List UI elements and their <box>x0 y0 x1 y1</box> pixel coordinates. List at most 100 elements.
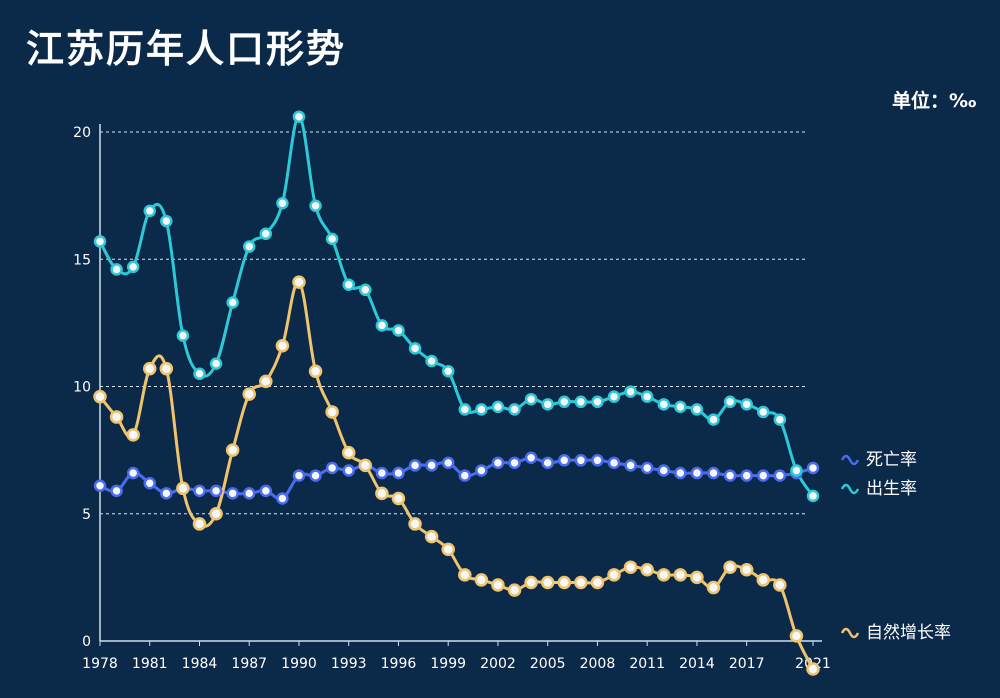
data-point <box>359 283 372 297</box>
data-point <box>209 507 223 521</box>
data-point <box>640 461 654 475</box>
data-point <box>242 487 256 500</box>
data-point <box>673 568 688 582</box>
data-point <box>475 403 488 416</box>
axes: 0 5 10 15 20 1978 1981 1984 1987 1990 1993 1996 1999… <box>73 124 831 672</box>
data-point <box>242 240 256 253</box>
data-point <box>723 395 737 409</box>
data-point <box>259 227 273 241</box>
data-point <box>508 403 521 416</box>
data-point <box>143 476 156 490</box>
data-point <box>142 361 157 376</box>
data-point <box>160 214 173 228</box>
y-tick-label: 10 <box>73 380 91 396</box>
data-point <box>109 410 124 424</box>
grid-lines <box>100 131 808 515</box>
data-point <box>143 204 156 218</box>
data-point <box>209 484 223 498</box>
data-point <box>806 489 820 503</box>
data-point <box>507 583 522 597</box>
data-point <box>607 456 621 470</box>
data-point <box>309 469 322 482</box>
series-line-2 <box>98 280 815 670</box>
data-point <box>325 232 339 246</box>
data-point <box>773 578 787 592</box>
data-point <box>757 469 770 482</box>
data-point <box>723 469 737 482</box>
data-point <box>740 469 753 482</box>
data-point <box>806 662 820 676</box>
data-point <box>226 296 239 309</box>
data-point <box>624 459 637 472</box>
data-point <box>591 395 604 409</box>
series-points <box>93 110 820 676</box>
data-point <box>93 389 107 404</box>
data-point <box>225 443 240 457</box>
data-point <box>308 364 323 378</box>
data-point <box>259 484 273 498</box>
data-point <box>325 461 339 475</box>
data-point <box>110 263 123 276</box>
data-point <box>541 398 554 411</box>
data-point <box>242 387 256 401</box>
data-point <box>126 466 140 480</box>
x-tick-label: 1984 <box>182 656 218 672</box>
data-point <box>276 492 289 505</box>
data-point <box>441 542 455 557</box>
data-point <box>458 403 472 416</box>
data-point <box>624 385 637 398</box>
x-tick-label: 1987 <box>231 656 267 672</box>
data-point <box>707 413 720 426</box>
y-tick-label: 0 <box>82 634 91 650</box>
data-point <box>325 405 339 419</box>
data-point <box>757 405 770 419</box>
data-point <box>739 562 754 577</box>
legend-swatch <box>840 627 860 639</box>
y-tick-label: 5 <box>82 507 91 523</box>
data-point <box>590 575 605 590</box>
data-point <box>93 235 107 248</box>
x-tick-label: 1978 <box>82 656 118 672</box>
data-point <box>524 451 538 465</box>
data-point <box>524 392 538 406</box>
data-point <box>392 324 405 337</box>
x-tick-label: 1993 <box>331 656 367 672</box>
data-point <box>574 575 588 590</box>
data-point <box>391 491 406 506</box>
data-point <box>309 199 322 213</box>
data-point <box>690 403 704 416</box>
data-point <box>723 560 737 574</box>
data-point <box>441 456 455 470</box>
x-tick-label: 1990 <box>281 656 317 672</box>
data-point <box>425 354 438 368</box>
data-point <box>209 357 223 370</box>
series-line-0 <box>99 456 814 501</box>
data-point <box>475 464 488 477</box>
data-point <box>558 454 571 467</box>
data-point <box>275 339 290 353</box>
data-point <box>591 454 604 467</box>
data-point <box>706 580 721 595</box>
data-point <box>375 466 389 480</box>
x-tick-label: 2017 <box>729 656 765 672</box>
data-point <box>640 562 654 577</box>
legend-swatch <box>840 454 860 466</box>
series-line-1 <box>98 115 815 497</box>
data-point <box>358 458 373 473</box>
data-point <box>574 395 588 409</box>
data-point <box>425 459 438 472</box>
data-point <box>508 456 521 470</box>
data-point <box>408 342 422 355</box>
data-point <box>557 575 572 590</box>
data-point <box>110 484 123 498</box>
data-point <box>640 390 654 403</box>
data-point <box>259 374 273 389</box>
data-point <box>657 398 671 411</box>
data-point <box>474 573 489 587</box>
data-point <box>193 367 206 381</box>
data-point <box>176 329 190 342</box>
data-point <box>558 395 571 409</box>
data-point <box>424 529 439 544</box>
